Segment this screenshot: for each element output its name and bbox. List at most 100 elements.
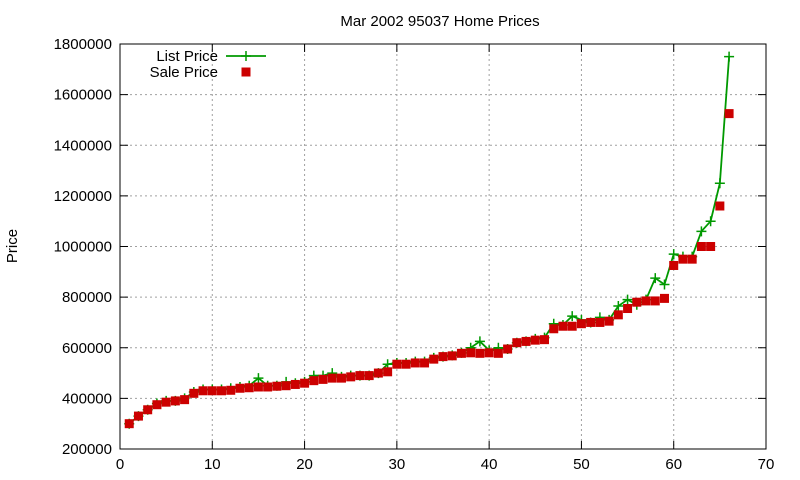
sale-price-point xyxy=(576,319,586,329)
sale-price-point xyxy=(373,368,383,378)
sale-price-point xyxy=(641,296,651,306)
list-price-series xyxy=(124,51,735,429)
y-tick-label: 800000 xyxy=(62,289,112,306)
y-tick-label: 1200000 xyxy=(54,188,112,205)
sale-price-point xyxy=(309,376,319,386)
sale-price-point xyxy=(152,400,162,410)
chart-title: Mar 2002 95037 Home Prices xyxy=(340,13,539,30)
sale-price-point xyxy=(420,358,430,368)
sale-price-point xyxy=(586,317,596,327)
sale-price-point xyxy=(669,260,679,270)
legend-label: Sale Price xyxy=(150,64,218,81)
sale-price-point xyxy=(392,359,402,369)
legend-item-list-price: List Price xyxy=(156,48,266,65)
legend-marker xyxy=(241,67,251,77)
sale-price-point xyxy=(327,373,337,383)
x-tick-label: 20 xyxy=(296,456,313,473)
x-tick-label: 60 xyxy=(665,456,682,473)
legend-label: List Price xyxy=(156,48,218,65)
sale-price-point xyxy=(521,336,531,346)
sale-price-point xyxy=(604,316,614,326)
sale-price-point xyxy=(244,383,254,393)
y-tick-label: 1000000 xyxy=(54,239,112,256)
list-price-point xyxy=(659,279,670,290)
sale-price-point xyxy=(401,359,411,369)
sale-price-point xyxy=(143,405,153,415)
sale-price-point xyxy=(484,348,494,358)
legend-marker xyxy=(241,51,251,61)
sale-price-point xyxy=(189,388,199,398)
series-layer xyxy=(124,51,735,429)
sale-price-point xyxy=(493,348,503,358)
sale-price-point xyxy=(530,335,540,345)
sale-price-point xyxy=(558,321,568,331)
x-tick-label: 30 xyxy=(389,456,406,473)
list-price-point xyxy=(650,273,661,284)
sale-price-point xyxy=(687,254,697,264)
sale-price-point xyxy=(567,321,577,331)
list-price-point xyxy=(714,178,725,189)
y-tick-label: 600000 xyxy=(62,340,112,357)
sale-price-point xyxy=(512,338,522,348)
sale-price-point xyxy=(124,419,134,429)
y-tick-label: 1400000 xyxy=(54,137,112,154)
list-price-line xyxy=(128,56,730,425)
sale-price-point xyxy=(272,381,282,391)
sale-price-point xyxy=(475,348,485,358)
list-price-point xyxy=(696,226,707,237)
sale-price-point xyxy=(503,344,513,354)
y-axis-label: Price xyxy=(4,229,21,263)
y-tick-label: 400000 xyxy=(62,390,112,407)
list-price-point xyxy=(668,249,679,260)
y-tick-label: 1600000 xyxy=(54,87,112,104)
list-price-point xyxy=(613,300,624,311)
sale-price-point xyxy=(355,371,365,381)
y-tick-label: 200000 xyxy=(62,441,112,458)
list-price-point xyxy=(705,216,716,227)
sale-price-point xyxy=(281,381,291,391)
list-price-point xyxy=(474,336,485,347)
sale-price-point xyxy=(623,304,633,314)
y-tick-label: 1800000 xyxy=(54,36,112,53)
sale-price-point xyxy=(253,382,263,392)
x-tick-label: 70 xyxy=(758,456,775,473)
legend-item-sale-price: Sale Price xyxy=(150,64,251,81)
list-price-point xyxy=(622,294,633,305)
sale-price-point xyxy=(456,348,466,358)
list-price-point xyxy=(253,373,264,384)
sale-price-point xyxy=(346,372,356,382)
grid-lines xyxy=(120,44,766,449)
sale-price-point xyxy=(650,296,660,306)
sale-price-point xyxy=(549,324,559,334)
sale-price-point xyxy=(180,395,190,405)
sale-price-point xyxy=(678,254,688,264)
sale-price-point xyxy=(595,317,605,327)
sale-price-point xyxy=(207,386,217,396)
sale-price-point xyxy=(410,358,420,368)
x-tick-label: 40 xyxy=(481,456,498,473)
sale-price-point xyxy=(540,335,550,345)
sale-price-point xyxy=(235,383,245,393)
sale-price-point xyxy=(161,397,171,407)
sale-price-point xyxy=(447,351,457,361)
sale-price-point xyxy=(632,297,642,307)
axis-ticks: 0 10 20 30 40 50 60 70 200000 400000 600000 800000 1… xyxy=(54,36,775,473)
sale-price-point xyxy=(217,386,227,396)
sale-price-point xyxy=(133,411,143,421)
sale-price-point xyxy=(290,379,300,389)
x-tick-label: 10 xyxy=(204,456,221,473)
sale-price-point xyxy=(364,371,374,381)
sale-price-point xyxy=(429,354,439,364)
sale-price-point xyxy=(659,293,669,303)
sale-price-point xyxy=(706,242,716,251)
sale-price-point xyxy=(336,373,346,383)
sale-price-point xyxy=(438,352,448,362)
sale-price-point xyxy=(300,378,310,388)
x-tick-label: 0 xyxy=(116,456,124,473)
sale-price-series xyxy=(124,109,734,429)
sale-price-point xyxy=(318,374,328,384)
list-price-point xyxy=(724,51,735,62)
sale-price-point xyxy=(263,382,273,392)
